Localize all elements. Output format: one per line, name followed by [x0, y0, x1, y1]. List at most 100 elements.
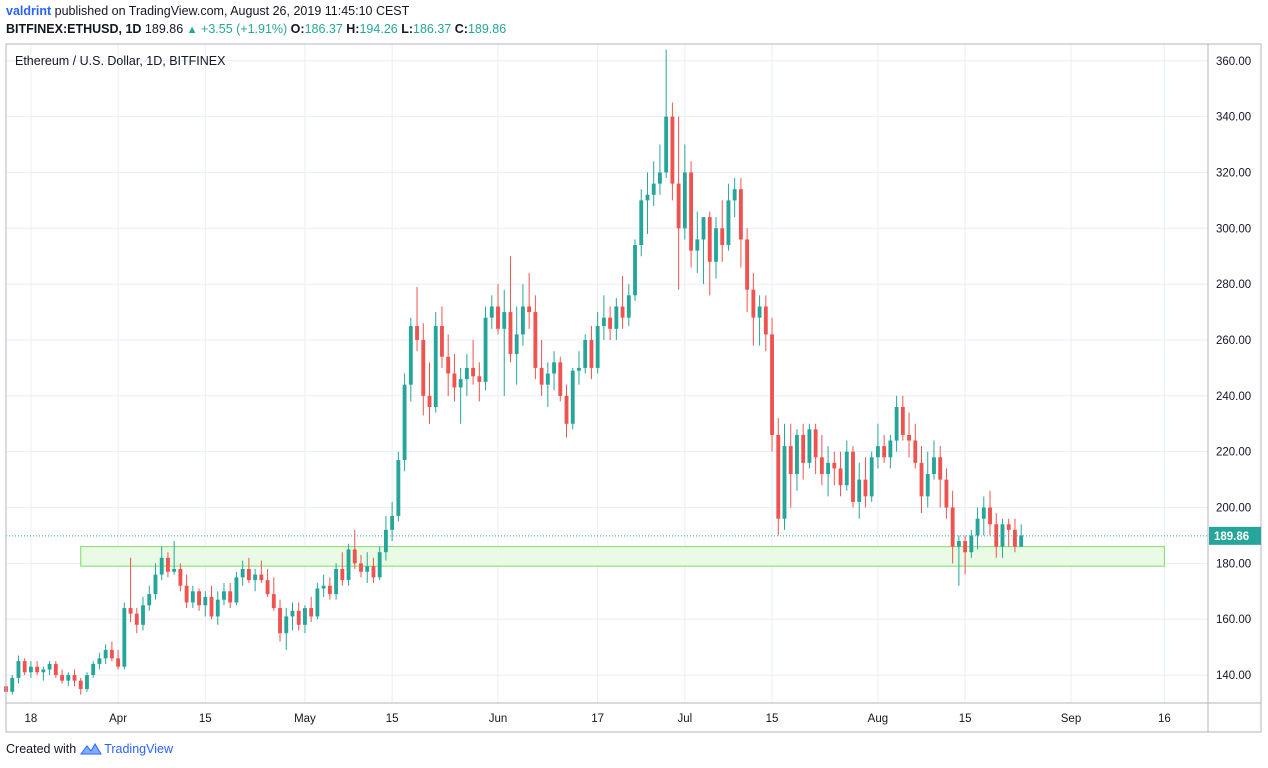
candle: [147, 585, 152, 611]
support-zone-layer: [80, 546, 1165, 567]
candle-body: [477, 376, 482, 382]
change-value: +3.55 (+1.91%): [201, 22, 288, 36]
author-link[interactable]: valdrint: [6, 4, 52, 18]
current-price-label: 189.86: [1214, 531, 1249, 543]
candle-body: [222, 591, 226, 600]
candle: [527, 272, 532, 329]
candle-body: [819, 457, 824, 475]
candle-body: [352, 549, 357, 564]
y-tick-label: 180.00: [1216, 558, 1251, 570]
candle: [819, 434, 824, 486]
candle-body: [932, 457, 936, 475]
candle: [240, 560, 245, 586]
candle-body: [197, 591, 201, 606]
candle: [552, 351, 556, 391]
candle-body: [583, 339, 588, 368]
candle: [626, 284, 631, 327]
candle: [483, 306, 488, 391]
candle-body: [303, 608, 307, 625]
candle-body: [209, 596, 214, 617]
candle-body: [296, 610, 301, 625]
candle-body: [278, 608, 282, 634]
candle: [41, 666, 46, 681]
candle: [869, 451, 874, 502]
candle-body: [483, 317, 488, 382]
candle-body: [969, 535, 974, 553]
x-tick-label: 16: [1158, 713, 1171, 725]
candle-body: [564, 395, 569, 424]
candle: [589, 326, 594, 380]
candle: [222, 582, 226, 606]
candle-body: [35, 666, 40, 673]
candle: [10, 675, 15, 695]
symbol-line: BITFINEX:ETHUSD, 1D 189.86 ▲ +3.55 (+1.9…: [6, 22, 506, 36]
candle: [16, 655, 21, 684]
candle-body: [907, 434, 911, 441]
candle: [950, 490, 955, 564]
candle: [900, 395, 905, 441]
candle: [53, 661, 58, 678]
candle: [78, 677, 83, 695]
y-axis[interactable]: 140.00 160.00 180.00 200.00 220.00 240.00 260.…: [1209, 56, 1261, 682]
candle-body: [676, 183, 681, 229]
candle-body: [240, 568, 245, 578]
candle: [340, 552, 345, 586]
candle-body: [141, 605, 145, 625]
candle-body: [664, 116, 669, 173]
candle: [813, 423, 818, 475]
candle-body: [508, 312, 513, 354]
candle-body: [577, 367, 581, 371]
x-axis[interactable]: 18 Apr 15 May 15 Jun 17 Jul 15 Aug 15 Sep 16: [25, 713, 1171, 725]
candle-body: [165, 557, 170, 572]
candle-body: [60, 675, 64, 681]
candles: [4, 49, 1208, 698]
candle: [134, 608, 139, 634]
candle-body: [309, 608, 314, 617]
candle-body: [645, 194, 650, 201]
candle: [421, 323, 426, 416]
x-tick-label: 15: [766, 713, 779, 725]
candle-body: [103, 649, 108, 659]
candle-body: [41, 669, 46, 673]
candle: [352, 529, 357, 569]
candle-body: [620, 306, 625, 318]
low-value: 186.37: [413, 22, 452, 36]
candle: [894, 395, 899, 452]
candle: [464, 353, 469, 396]
candle: [103, 644, 108, 664]
candle-body: [440, 326, 444, 357]
candle: [857, 462, 862, 519]
candle-body: [527, 306, 532, 313]
candle: [1006, 518, 1011, 547]
candle-body: [396, 460, 401, 516]
footer: Created with TradingView: [6, 742, 173, 756]
candle: [197, 588, 201, 611]
candle: [963, 535, 968, 575]
candle-body: [900, 407, 905, 435]
candle: [907, 412, 911, 458]
candle: [22, 658, 27, 676]
candle: [795, 429, 799, 491]
candle: [178, 563, 183, 592]
candle: [215, 591, 220, 625]
candle-body: [253, 574, 258, 581]
candle-body: [464, 367, 469, 380]
candle: [533, 295, 538, 380]
candle: [172, 541, 177, 575]
candle-body: [66, 675, 71, 681]
tradingview-brand-link[interactable]: TradingView: [104, 742, 173, 756]
candle-body: [234, 577, 239, 603]
candle: [732, 178, 737, 218]
candle-body: [658, 172, 662, 184]
candle: [695, 211, 700, 273]
candle: [682, 144, 687, 240]
candle-body: [97, 658, 102, 664]
candle: [701, 217, 706, 285]
candle: [726, 183, 731, 251]
candle: [383, 515, 388, 561]
candle-body: [452, 373, 457, 388]
candle-body: [390, 515, 395, 530]
y-tick-label: 280.00: [1216, 279, 1251, 291]
candle-body: [614, 306, 619, 329]
